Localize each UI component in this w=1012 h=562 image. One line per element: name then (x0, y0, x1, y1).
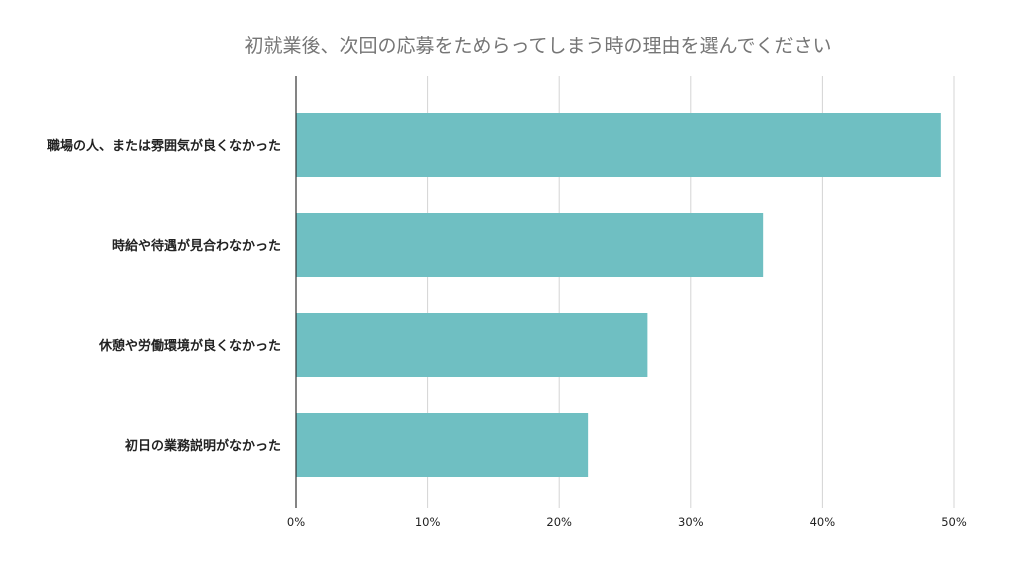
category-label: 時給や待遇が見合わなかった (112, 238, 281, 254)
category-labels: 職場の人、または雰囲気が良くなかった時給や待遇が見合わなかった休憩や労働環境が良… (47, 138, 281, 454)
bar (296, 413, 589, 477)
x-axis-tick-labels: 0% 10% 20% 30% 40% 50% (287, 515, 967, 529)
x-tick-label: 40% (810, 515, 836, 529)
bar (296, 213, 764, 277)
bar (296, 113, 941, 177)
x-tick-label: 0% (287, 515, 305, 529)
category-label: 職場の人、または雰囲気が良くなかった (47, 138, 281, 154)
x-tick-label: 20% (546, 515, 572, 529)
chart-title: 初就業後、次回の応募をためらってしまう時の理由を選んでください (244, 35, 831, 57)
bars (296, 113, 941, 477)
x-tick-label: 50% (941, 515, 967, 529)
bar (296, 313, 648, 377)
x-tick-label: 30% (678, 515, 704, 529)
category-label: 初日の業務説明がなかった (125, 438, 281, 454)
x-tick-label: 10% (415, 515, 441, 529)
category-label: 休憩や労働環境が良くなかった (98, 338, 281, 354)
